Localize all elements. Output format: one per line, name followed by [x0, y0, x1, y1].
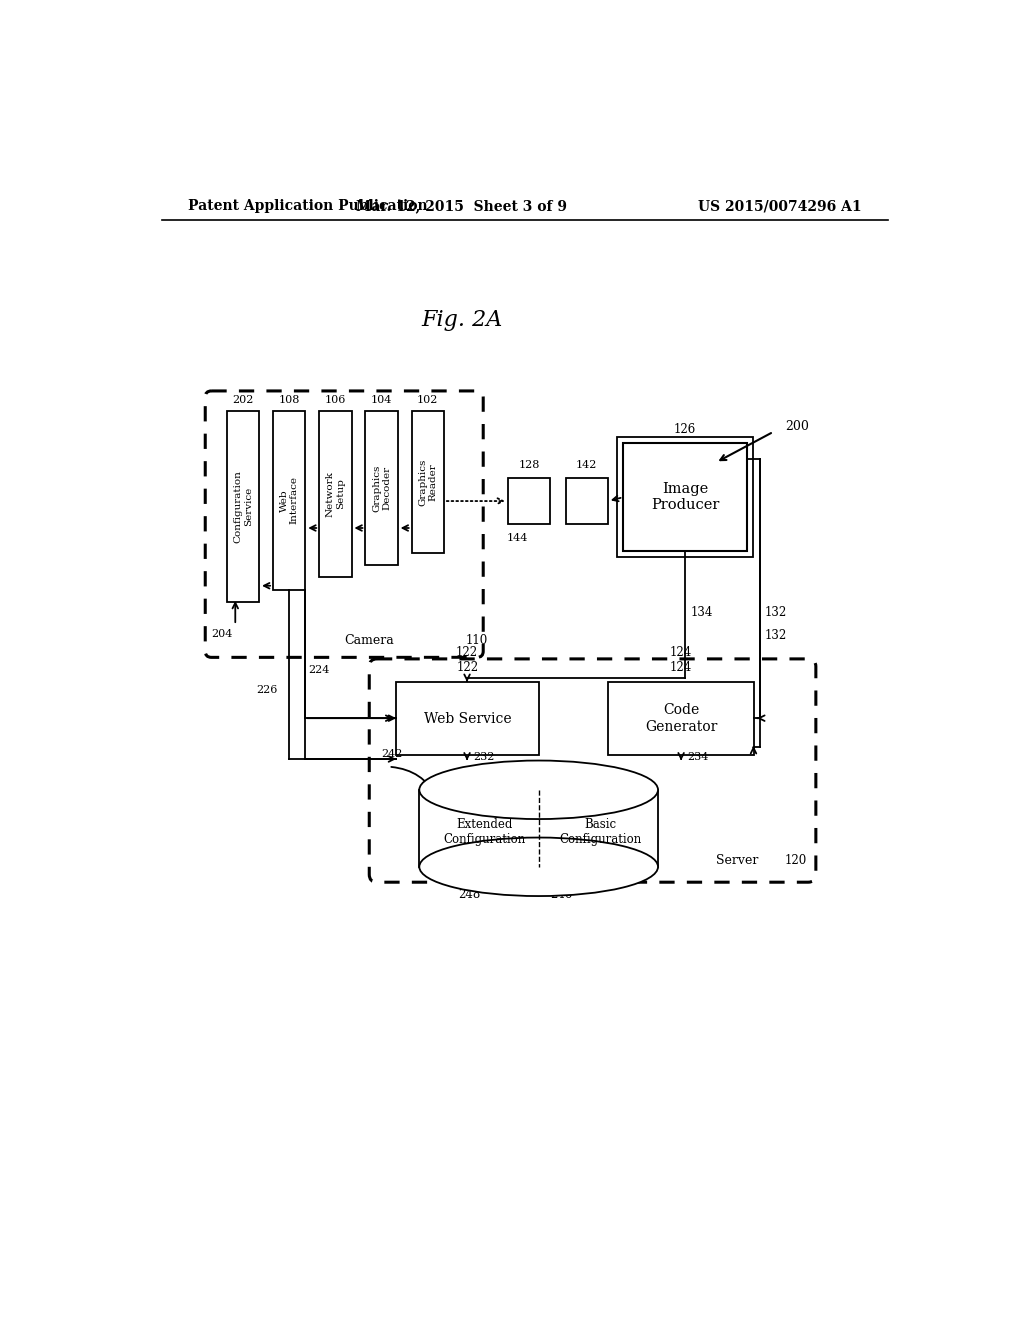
Bar — [608, 682, 755, 755]
Text: 232: 232 — [473, 752, 495, 763]
Text: 106: 106 — [325, 395, 346, 405]
Text: 124: 124 — [670, 661, 692, 675]
FancyBboxPatch shape — [370, 659, 816, 882]
Text: Web
Interface: Web Interface — [280, 477, 299, 524]
Text: Code
Generator: Code Generator — [645, 704, 717, 734]
Text: 144: 144 — [506, 533, 527, 544]
Text: Camera: Camera — [344, 634, 394, 647]
Text: 108: 108 — [279, 395, 300, 405]
Bar — [396, 682, 539, 755]
Text: Server: Server — [716, 854, 758, 867]
Text: 142: 142 — [577, 461, 597, 470]
Ellipse shape — [419, 837, 658, 896]
Text: 104: 104 — [371, 395, 392, 405]
Bar — [412, 411, 444, 553]
Text: Patent Application Publication: Patent Application Publication — [188, 199, 428, 213]
Text: 132: 132 — [764, 606, 786, 619]
Ellipse shape — [419, 760, 658, 818]
Bar — [617, 437, 753, 557]
Text: Basic
Configuration: Basic Configuration — [559, 818, 641, 846]
Text: US 2015/0074296 A1: US 2015/0074296 A1 — [698, 199, 862, 213]
Bar — [624, 444, 746, 552]
Text: 124: 124 — [670, 645, 692, 659]
Text: 122: 122 — [457, 661, 478, 675]
Text: Web Service: Web Service — [424, 711, 511, 726]
Text: Extended
Configuration: Extended Configuration — [443, 818, 526, 846]
Text: 128: 128 — [518, 461, 540, 470]
Text: Graphics
Reader: Graphics Reader — [418, 458, 437, 506]
Text: 204: 204 — [212, 628, 233, 639]
Text: Image
Producer: Image Producer — [651, 482, 719, 512]
Bar — [319, 411, 351, 577]
Text: 132: 132 — [764, 630, 786, 643]
Text: Fig. 2A: Fig. 2A — [421, 309, 503, 331]
Text: 248: 248 — [458, 888, 480, 902]
Text: 224: 224 — [308, 665, 330, 676]
Text: Configuration
Service: Configuration Service — [233, 470, 253, 543]
Text: Network
Setup: Network Setup — [326, 471, 345, 516]
Text: 102: 102 — [417, 395, 438, 405]
Text: 234: 234 — [687, 752, 709, 763]
Text: 126: 126 — [674, 422, 696, 436]
Bar — [508, 478, 550, 524]
Bar — [565, 478, 608, 524]
Text: 226: 226 — [256, 685, 278, 694]
Text: 246: 246 — [551, 888, 573, 902]
FancyBboxPatch shape — [205, 391, 483, 657]
Text: 202: 202 — [232, 395, 254, 405]
Bar — [366, 411, 397, 565]
Bar — [273, 411, 305, 590]
Text: 110: 110 — [466, 634, 487, 647]
Bar — [419, 789, 658, 867]
Bar — [226, 411, 259, 602]
Text: Mar. 12, 2015  Sheet 3 of 9: Mar. 12, 2015 Sheet 3 of 9 — [356, 199, 567, 213]
Text: 122: 122 — [456, 645, 478, 659]
Text: 200: 200 — [785, 420, 809, 433]
Text: 134: 134 — [691, 606, 714, 619]
Text: 120: 120 — [785, 854, 807, 867]
Text: 242: 242 — [381, 748, 402, 759]
Text: Graphics
Decoder: Graphics Decoder — [372, 465, 391, 512]
